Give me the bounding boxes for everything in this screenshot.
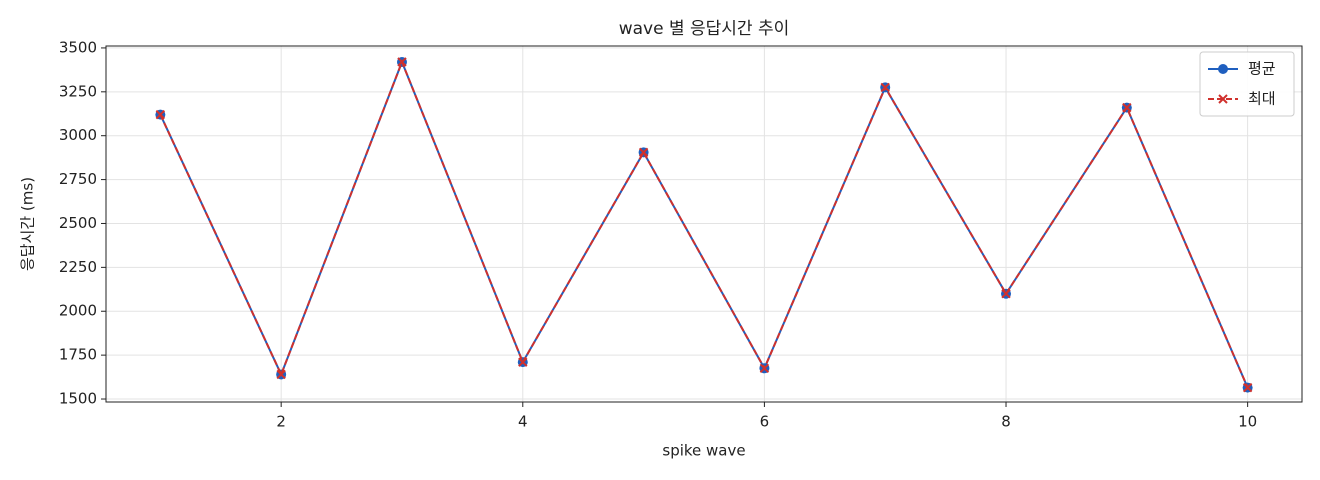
x-tick-label: 8 (1001, 413, 1011, 431)
marker (397, 57, 407, 67)
marker (1242, 382, 1253, 393)
y-tick-label: 3000 (59, 126, 97, 144)
x-tick-label: 10 (1238, 413, 1257, 431)
legend-box (1199, 51, 1295, 117)
legend-label: 최대 (1248, 90, 1276, 108)
y-tick-label: 2250 (59, 258, 97, 276)
legend-marker (1218, 94, 1228, 104)
chart-title: wave 별 응답시간 추이 (619, 19, 790, 39)
legend-marker (1218, 64, 1228, 74)
marker (1001, 288, 1011, 299)
marker (638, 147, 649, 158)
marker (880, 82, 890, 93)
marker (155, 109, 166, 120)
y-tick-label: 2000 (59, 302, 97, 320)
y-tick-label: 1500 (59, 390, 97, 408)
plot-frame (105, 45, 1303, 403)
series-line (159, 59, 1249, 389)
marker (276, 369, 286, 380)
y-tick-label: 3500 (59, 38, 97, 56)
y-tick-label: 3250 (59, 82, 97, 100)
marker (759, 363, 770, 374)
y-axis-label: 응답시간 (ms) (19, 177, 37, 271)
marker (518, 357, 528, 367)
series-line (159, 59, 1249, 389)
x-tick-label: 4 (518, 413, 528, 431)
legend-label: 평균 (1248, 60, 1276, 78)
x-tick-label: 6 (760, 413, 770, 431)
x-axis-label: spike wave (662, 442, 745, 460)
y-tick-label: 2750 (59, 170, 97, 188)
marker (1122, 102, 1132, 113)
y-tick-label: 1750 (59, 346, 97, 364)
x-tick-label: 2 (276, 413, 286, 431)
y-tick-label: 2500 (59, 214, 97, 232)
